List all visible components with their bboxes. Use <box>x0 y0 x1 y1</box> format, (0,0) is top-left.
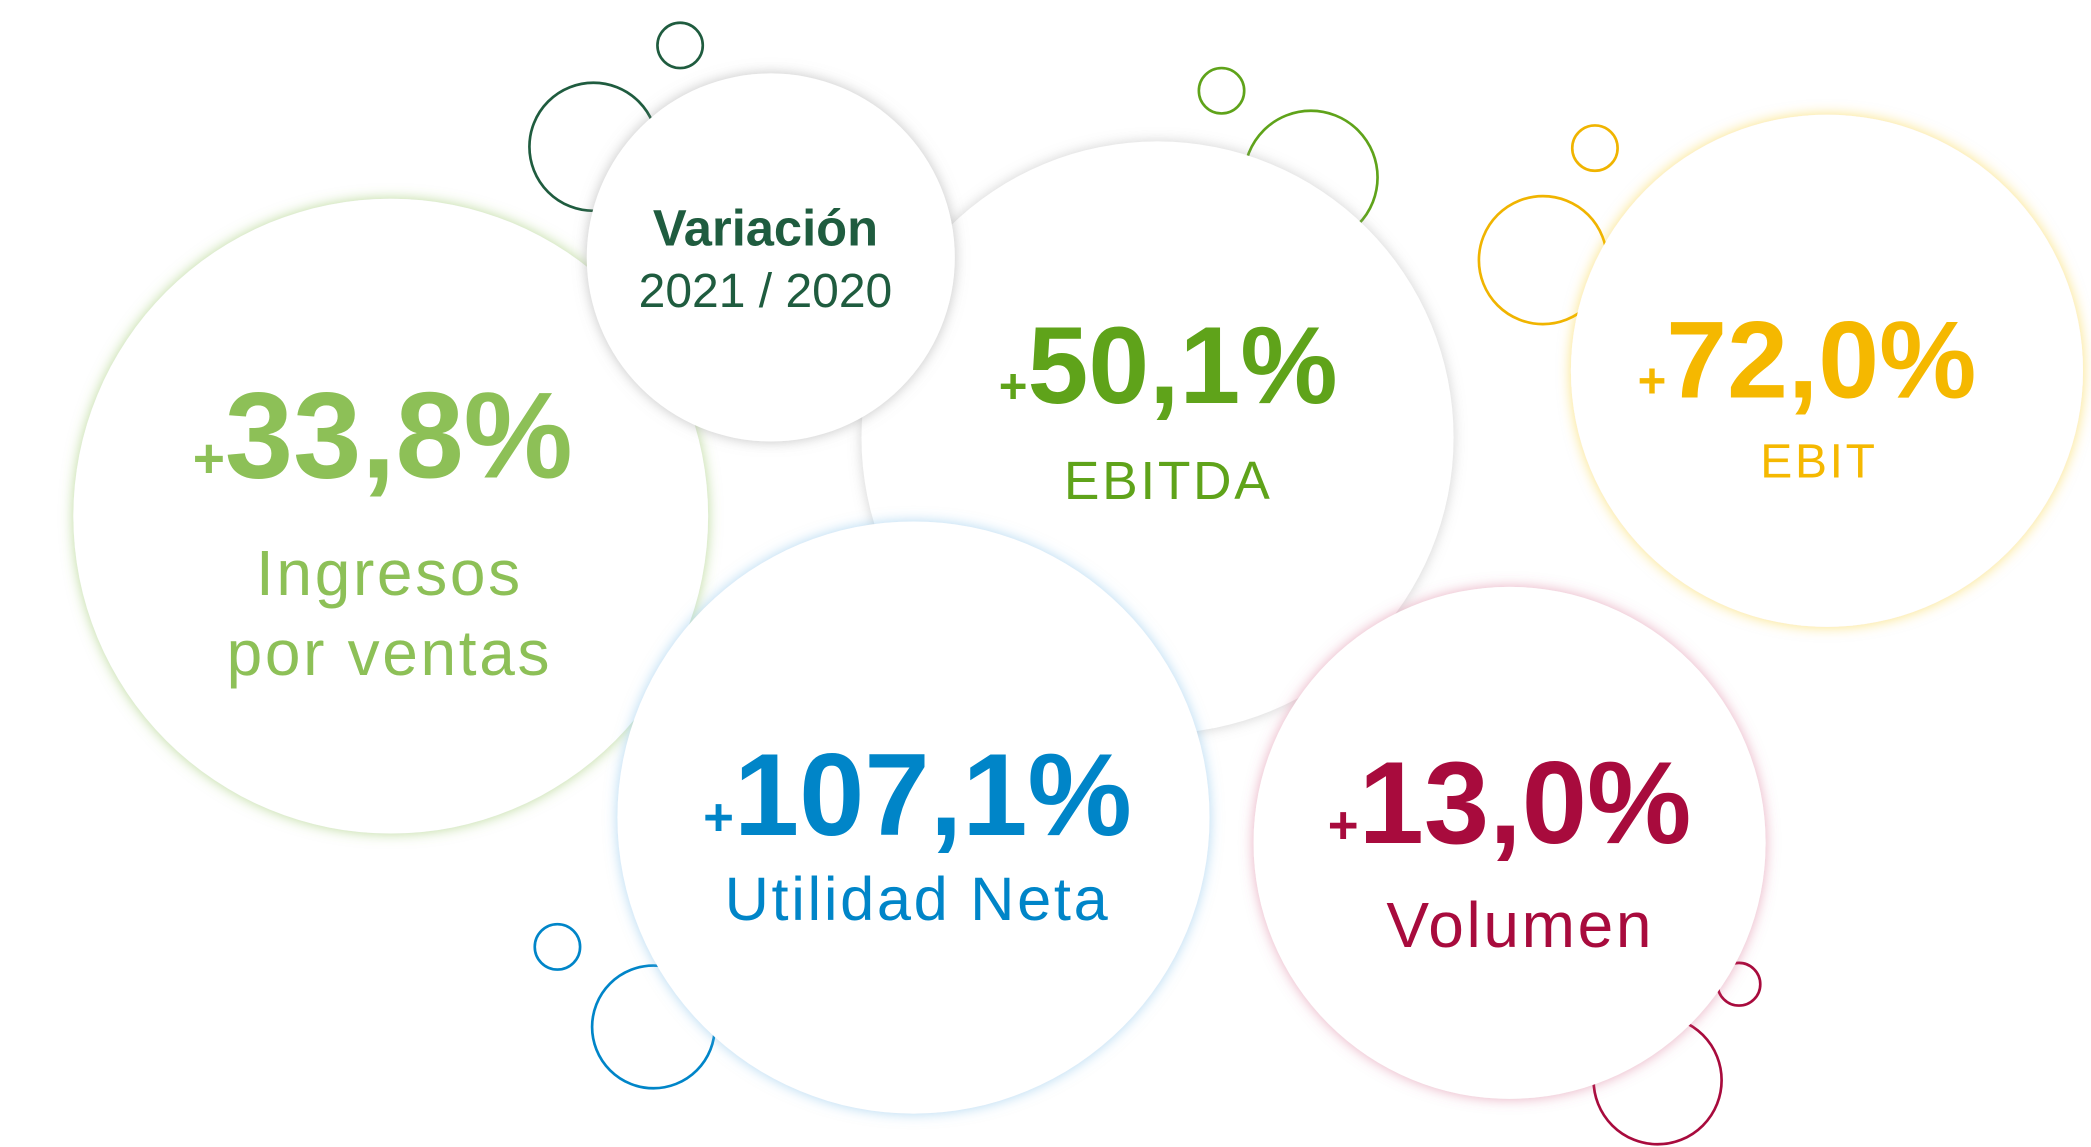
value: +13,0% <box>1328 737 1692 868</box>
bubble <box>1570 114 2083 627</box>
sign: + <box>703 788 734 847</box>
bubble-utilidad: +107,1% Utilidad Neta <box>617 521 1210 1114</box>
ring <box>1570 124 1619 173</box>
label: EBITDA <box>1064 452 1273 511</box>
value-number: 50,1% <box>1028 305 1338 427</box>
bubble <box>586 73 955 442</box>
label: Ingresos <box>256 537 523 609</box>
value-number: 72,0% <box>1666 299 1976 421</box>
bubble <box>1253 586 1766 1099</box>
bubble <box>617 521 1210 1114</box>
bubble-header: Variación 2021 / 2020 <box>586 73 955 442</box>
value: +107,1% <box>703 729 1132 860</box>
value-number: 13,0% <box>1359 737 1692 868</box>
label: EBIT <box>1760 435 1877 488</box>
title: Variación <box>653 199 878 256</box>
bubble <box>73 198 709 834</box>
subtitle: 2021 / 2020 <box>639 265 893 318</box>
sign: + <box>1638 353 1667 408</box>
label: Volumen <box>1386 889 1654 961</box>
value: +72,0% <box>1638 299 1977 421</box>
bubble-ingresos: +33,8% Ingresos por ventas <box>73 198 709 834</box>
label: por ventas <box>227 617 553 689</box>
bubble-ebit: +72,0% EBIT <box>1570 114 2083 627</box>
sign: + <box>999 359 1028 414</box>
ring <box>533 922 582 971</box>
label: Utilidad Neta <box>725 864 1111 933</box>
value-number: 107,1% <box>734 729 1132 860</box>
sign: + <box>1328 796 1359 855</box>
ring <box>656 21 705 70</box>
sign: + <box>193 427 225 489</box>
ring <box>1197 66 1246 115</box>
value: +33,8% <box>193 366 573 503</box>
bubble-volumen: +13,0% Volumen <box>1253 586 1766 1099</box>
value-number: 33,8% <box>225 366 573 503</box>
value: +50,1% <box>999 305 1338 427</box>
